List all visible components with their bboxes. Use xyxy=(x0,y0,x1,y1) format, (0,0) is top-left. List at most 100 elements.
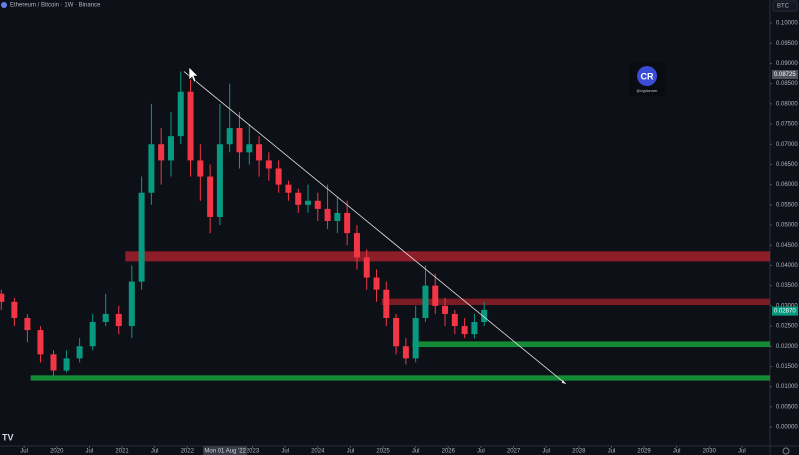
x-tick-label: Jul xyxy=(738,449,746,455)
y-tick-label: 0.04000 xyxy=(776,263,798,269)
x-tick-label: Jul xyxy=(347,449,355,455)
candle-body xyxy=(305,200,311,205)
candle-body xyxy=(412,317,419,359)
y-tick-label: 0.05500 xyxy=(776,202,798,208)
candle-body xyxy=(197,160,204,177)
zone xyxy=(381,298,770,306)
zone xyxy=(412,341,770,348)
trendline xyxy=(183,71,567,385)
y-tick-label: 0.07000 xyxy=(776,142,798,148)
candle-body xyxy=(442,305,449,314)
x-tick-label: Jul xyxy=(86,449,94,455)
candle-body xyxy=(295,192,302,205)
y-tick-label: 0.02500 xyxy=(776,324,798,330)
candle-body xyxy=(393,317,400,347)
candle-body xyxy=(148,144,155,193)
cursor xyxy=(188,66,199,83)
x-tick-label: Jul xyxy=(151,449,159,455)
crosshair-label: Mon 01 Aug '22 xyxy=(204,449,246,455)
candle-body xyxy=(256,144,263,161)
symbol-icon xyxy=(1,2,7,8)
zone xyxy=(30,375,770,381)
candle-body xyxy=(63,358,70,371)
candle-body xyxy=(461,326,468,335)
y-tick-label: 0.09000 xyxy=(776,61,798,67)
y-tick-label: 0.09500 xyxy=(776,41,798,47)
candle-body xyxy=(334,212,341,222)
candle-body xyxy=(285,184,292,193)
x-tick-label: Jul xyxy=(542,449,550,455)
y-tick-label: 0.08500 xyxy=(776,81,798,87)
y-tick-label: 0.07500 xyxy=(776,122,798,128)
marker-price: 0.08725 xyxy=(774,72,796,78)
candle-body xyxy=(471,322,478,335)
x-tick-label: 2028 xyxy=(572,449,586,455)
candle-body xyxy=(246,144,253,153)
candle-body xyxy=(265,160,272,169)
x-tick-label: 2020 xyxy=(50,449,64,455)
candle-body xyxy=(138,192,145,282)
candle-body xyxy=(89,322,96,347)
y-tick-label: 0.04500 xyxy=(776,243,798,249)
candle-body xyxy=(177,91,184,137)
watermark: @cryptorover xyxy=(636,89,658,93)
candle-body xyxy=(187,91,194,161)
chart-title: Ethereum / Bitcoin · 1W · Binance xyxy=(10,3,101,9)
y-tick-label: 0.01000 xyxy=(776,384,798,390)
candle-body xyxy=(402,346,409,359)
candle-body xyxy=(128,281,135,327)
candle-body xyxy=(344,212,351,234)
x-tick-label: Jul xyxy=(608,449,616,455)
y-tick-label: 0.00500 xyxy=(776,404,798,410)
x-tick-label: 2027 xyxy=(507,449,521,455)
candle-body xyxy=(422,285,429,318)
x-tick-label: 2024 xyxy=(311,449,325,455)
x-tick-label: Jul xyxy=(281,449,289,455)
x-tick-label: 2025 xyxy=(376,449,390,455)
candle-body xyxy=(216,144,223,217)
last-price: 0.02870 xyxy=(774,309,796,315)
currency[interactable]: BTC xyxy=(777,4,790,10)
zone xyxy=(125,251,770,262)
candle-body xyxy=(432,285,439,306)
candle-body xyxy=(24,317,31,331)
candle-body xyxy=(373,277,380,290)
last-price-bg xyxy=(772,306,798,316)
x-tick-label: Jul xyxy=(20,449,28,455)
candle-body xyxy=(226,128,233,145)
y-tick-label: 0.06500 xyxy=(776,162,798,168)
candle-body xyxy=(11,301,18,318)
settings-icon[interactable] xyxy=(782,447,790,455)
logo-text: CR xyxy=(641,71,654,81)
logo-circle xyxy=(637,66,657,86)
x-tick-label: Jul xyxy=(412,449,420,455)
crosshair-label-bg xyxy=(203,446,248,455)
currency-button[interactable] xyxy=(772,0,798,12)
candle-body xyxy=(481,309,488,323)
candle-body xyxy=(324,208,331,222)
candle-body xyxy=(76,346,83,359)
candle-body xyxy=(314,200,321,209)
x-tick-label: 2029 xyxy=(637,449,651,455)
marker-price-bg xyxy=(772,70,798,80)
x-tick-label: 2023 xyxy=(246,449,260,455)
y-tick-label: 0.06000 xyxy=(776,182,798,188)
candle-body xyxy=(275,168,282,185)
candle-body xyxy=(383,289,390,318)
x-tick-label: 2026 xyxy=(442,449,456,455)
y-tick-label: 0.03000 xyxy=(776,303,798,309)
logo-box: CR @cryptorover xyxy=(629,62,665,96)
candle-body xyxy=(115,313,122,327)
candle-body xyxy=(102,313,109,323)
tv-logo: TV xyxy=(2,432,14,442)
x-tick-label: 2022 xyxy=(181,449,195,455)
candle-body xyxy=(236,128,243,153)
candle-body xyxy=(0,293,5,302)
candle-body xyxy=(167,136,174,161)
candle-body xyxy=(37,330,44,355)
y-tick-label: 0.03500 xyxy=(776,283,798,289)
y-tick-label: 0.01500 xyxy=(776,364,798,370)
x-tick-label: Jul xyxy=(477,449,485,455)
x-tick-label: 2030 xyxy=(703,449,717,455)
